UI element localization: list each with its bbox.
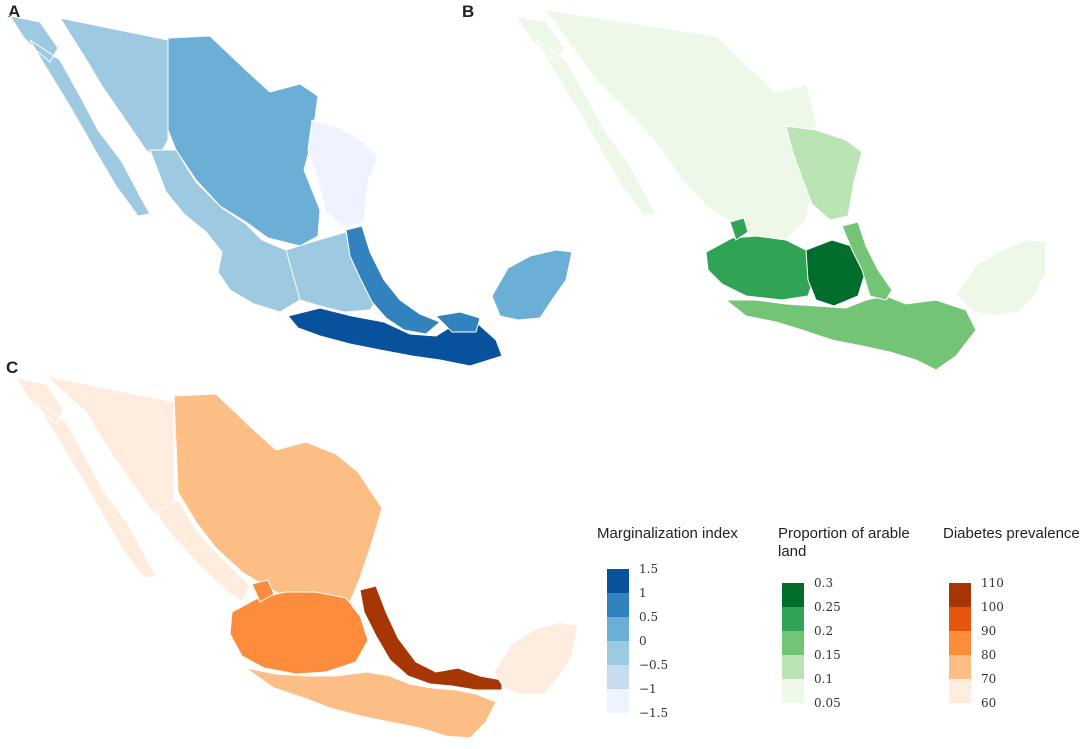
legend-diabetes-tick-label: 80	[981, 648, 997, 662]
region-b-south	[724, 295, 977, 371]
panel-label-b: B	[462, 2, 475, 21]
legend-diabetes-swatch	[949, 679, 971, 703]
legend-diabetes-swatch	[949, 655, 971, 679]
region-b-west	[705, 235, 817, 301]
legend-diabetes-tick-label: 60	[981, 696, 997, 710]
region-a-tabasco	[434, 311, 481, 333]
legend-marginalization-tick-label: 0.5	[639, 610, 659, 624]
legend-arable-tick-label: 0.2	[814, 624, 834, 638]
map-panel-c	[14, 375, 579, 739]
legend-marginalization: Marginalization index 1.5 1 0.5 0 −0.5 −1 −1.5	[597, 525, 747, 735]
legend-arable-title-line1: Proportion of arable	[778, 525, 910, 542]
legend-arable-tick-label: 0.3	[814, 576, 834, 590]
legend-marginalization-tick-label: −1.5	[639, 706, 669, 720]
legend-arable-swatch	[782, 679, 804, 703]
region-c-sinaloa	[155, 499, 251, 603]
region-b-yucatan	[955, 239, 1047, 317]
legend-arable-tick-label: 0.1	[814, 672, 834, 686]
legend-marginalization-tick-label: 1	[639, 586, 647, 600]
region-c-nayarit	[251, 579, 275, 603]
legend-marginalization-tick-label: −1	[639, 682, 657, 696]
region-c-north	[173, 393, 383, 609]
legend-diabetes-tick-label: 110	[981, 576, 1004, 590]
region-b-nayarit	[729, 217, 749, 241]
legend-arable: Proportion of arable land 0.3 0.25 0.2 0.15…	[778, 525, 938, 735]
legend-diabetes-swatch	[949, 631, 971, 655]
region-a-tamaulipas	[307, 119, 379, 229]
region-b-veracruz	[841, 221, 893, 301]
legend-diabetes: Diabetes prevalence 110 100 90 80 70 60	[943, 525, 1083, 735]
region-a-yucatan	[491, 249, 573, 321]
legend-arable-title-line2: land	[778, 543, 807, 560]
map-panel-a	[8, 15, 573, 367]
region-b-tamaulipas	[785, 125, 863, 221]
map-panel-b	[514, 9, 1047, 371]
legend-arable-tick-label: 0.05	[814, 696, 841, 710]
legend-diabetes-swatch	[949, 583, 971, 607]
legend-marginalization-swatch	[607, 641, 629, 665]
legend-marginalization-tick-label: 1.5	[639, 562, 659, 576]
legend-marginalization-swatch	[607, 569, 629, 593]
legend-arable-swatch	[782, 607, 804, 631]
region-a-baja	[8, 15, 151, 217]
legend-marginalization-tick-label: −0.5	[639, 658, 669, 672]
panel-label-c: C	[6, 358, 19, 377]
legend-arable-tick-label: 0.25	[814, 600, 841, 614]
legend-arable-tick-label: 0.15	[814, 648, 841, 662]
legend-arable-swatch	[782, 655, 804, 679]
region-c-west	[229, 591, 369, 675]
region-c-sonora	[44, 375, 175, 521]
legend-marginalization-swatch	[607, 593, 629, 617]
region-a-veracruz	[345, 225, 441, 335]
legend-marginalization-title: Marginalization index	[597, 525, 738, 542]
region-c-south	[245, 667, 497, 739]
region-b-north	[544, 9, 817, 241]
legend-diabetes-tick-label: 90	[981, 624, 997, 638]
region-a-sonora	[58, 17, 169, 159]
region-c-baja	[14, 377, 157, 579]
legend-marginalization-swatch	[607, 689, 629, 713]
legend-arable-swatch	[782, 631, 804, 655]
region-b-core	[805, 239, 867, 307]
legend-marginalization-swatch	[607, 617, 629, 641]
legend-diabetes-tick-label: 100	[981, 600, 1004, 614]
legend-diabetes-tick-label: 70	[981, 672, 997, 686]
region-a-south	[287, 307, 503, 367]
legend-marginalization-tick-label: 0	[639, 634, 647, 648]
legend-diabetes-title: Diabetes prevalence	[943, 525, 1080, 542]
region-c-yucatan	[493, 621, 579, 695]
legend-arable-swatch	[782, 583, 804, 607]
legend-marginalization-swatch	[607, 665, 629, 689]
region-a-north	[167, 35, 321, 247]
legend-diabetes-swatch	[949, 607, 971, 631]
region-b-baja	[514, 15, 657, 217]
region-a-west	[149, 149, 307, 313]
